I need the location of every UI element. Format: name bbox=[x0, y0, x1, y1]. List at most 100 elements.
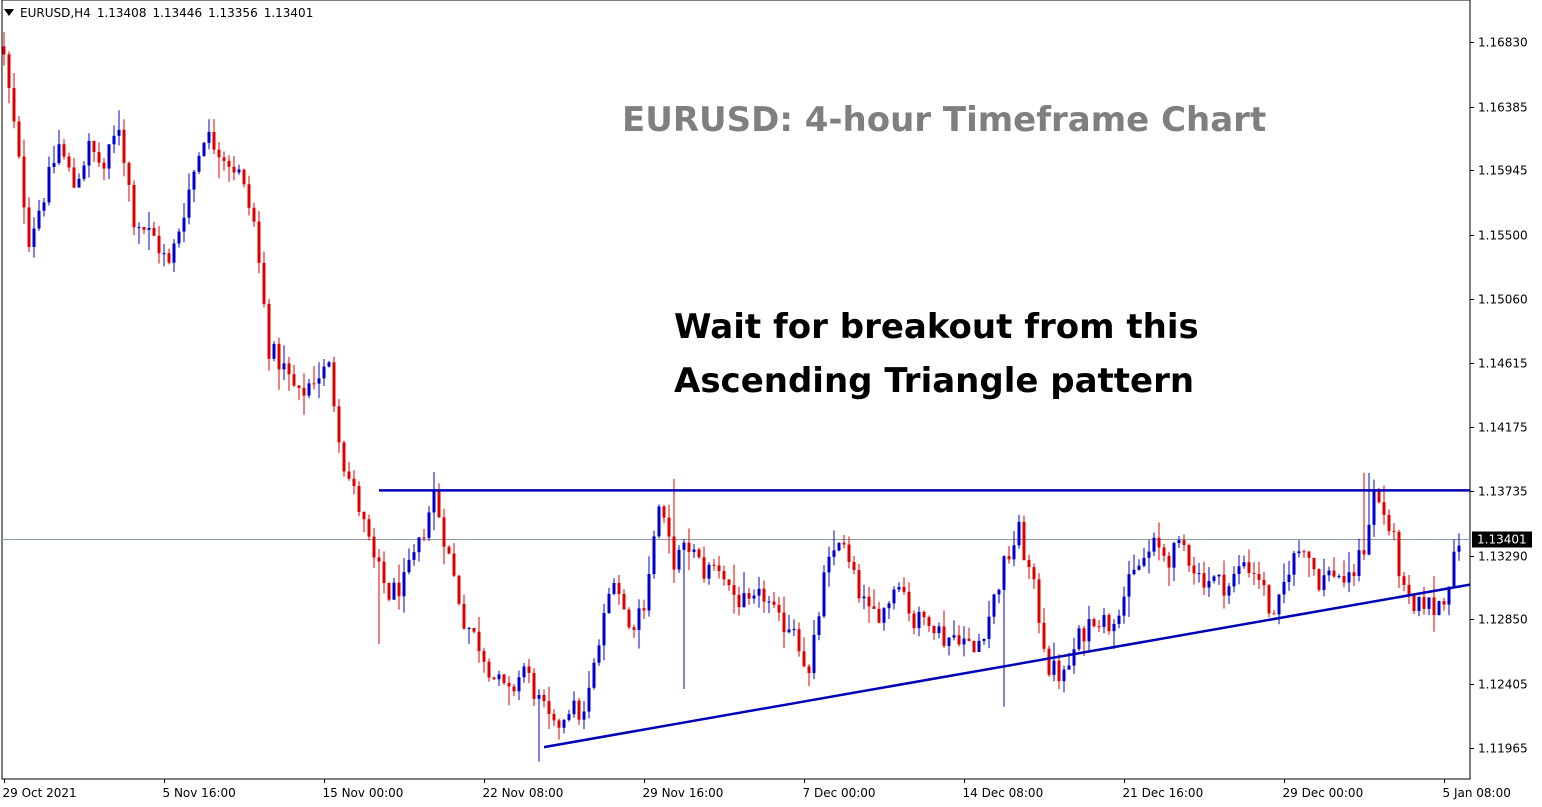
candle bbox=[452, 543, 456, 577]
candle-body bbox=[522, 666, 526, 678]
candle-body bbox=[557, 720, 561, 728]
candle-body bbox=[502, 674, 506, 683]
candle-body bbox=[77, 178, 81, 188]
candle bbox=[1182, 534, 1186, 552]
candle-body bbox=[1387, 514, 1391, 532]
candle bbox=[1092, 617, 1096, 628]
candle-body bbox=[527, 666, 531, 673]
candle-body bbox=[562, 719, 566, 728]
candle-body bbox=[442, 517, 446, 547]
dropdown-triangle-icon[interactable] bbox=[4, 9, 14, 16]
candle-body bbox=[342, 442, 346, 472]
high-price: 1.13446 bbox=[152, 6, 203, 20]
x-tick-label: 21 Dec 16:00 bbox=[1123, 786, 1204, 800]
candle-body bbox=[697, 549, 701, 558]
candle bbox=[772, 591, 776, 608]
candle-body bbox=[787, 629, 791, 633]
candle-body bbox=[2, 46, 6, 55]
candle-body bbox=[1042, 622, 1046, 649]
y-tick-label: 1.14615 bbox=[1478, 357, 1528, 371]
candle bbox=[1227, 583, 1231, 605]
candle bbox=[607, 587, 611, 614]
candle bbox=[757, 576, 761, 608]
candle-body bbox=[382, 561, 386, 583]
candle-body bbox=[47, 166, 51, 203]
candle-body bbox=[1417, 597, 1421, 612]
candle bbox=[522, 662, 526, 683]
x-tick-label: 5 Nov 16:00 bbox=[163, 786, 236, 800]
candle bbox=[1072, 637, 1076, 674]
candle bbox=[1217, 574, 1221, 585]
candle bbox=[642, 599, 646, 619]
candle bbox=[17, 116, 21, 159]
candle bbox=[917, 606, 921, 637]
candle bbox=[827, 546, 831, 587]
candle-body bbox=[742, 593, 746, 608]
candle-body bbox=[1052, 660, 1056, 675]
candle-body bbox=[597, 645, 601, 663]
candle-body bbox=[277, 343, 281, 370]
candle-body bbox=[1432, 597, 1436, 616]
candle-body bbox=[1032, 567, 1036, 580]
candle-body bbox=[1072, 649, 1076, 666]
candle bbox=[112, 125, 116, 154]
candle bbox=[857, 563, 861, 603]
candle-body bbox=[517, 677, 521, 692]
candle-body bbox=[1397, 531, 1401, 577]
y-tick-label: 1.15945 bbox=[1478, 164, 1528, 178]
candle bbox=[412, 544, 416, 566]
candle-body bbox=[1277, 594, 1281, 615]
candle-body bbox=[1262, 579, 1266, 586]
candle-body bbox=[852, 562, 856, 570]
candle-body bbox=[427, 512, 431, 538]
candles bbox=[2, 31, 1461, 762]
candle-body bbox=[132, 184, 136, 228]
candle-body bbox=[447, 546, 451, 554]
candle-body bbox=[807, 666, 811, 673]
candle-body bbox=[32, 228, 36, 247]
candle bbox=[232, 155, 236, 181]
candle-body bbox=[1067, 665, 1071, 670]
candle bbox=[217, 142, 221, 179]
candle bbox=[1207, 567, 1211, 598]
candle bbox=[292, 364, 296, 387]
candle bbox=[137, 222, 141, 244]
y-tick-label: 1.16385 bbox=[1478, 101, 1528, 115]
candle bbox=[1157, 522, 1161, 561]
candle-body bbox=[977, 640, 981, 652]
candle-body bbox=[882, 608, 886, 623]
candle bbox=[972, 640, 976, 653]
candle-body bbox=[1192, 565, 1196, 574]
candle bbox=[227, 155, 231, 182]
x-tick-label: 14 Dec 08:00 bbox=[963, 786, 1044, 800]
candle bbox=[592, 658, 596, 690]
candle bbox=[527, 658, 531, 683]
candle-body bbox=[832, 550, 836, 557]
candle bbox=[1112, 619, 1116, 650]
candle bbox=[187, 173, 191, 225]
candle bbox=[1367, 472, 1371, 556]
candle bbox=[707, 562, 711, 585]
y-tick-label: 1.16830 bbox=[1478, 36, 1528, 50]
candle bbox=[57, 129, 61, 166]
candle-body bbox=[1097, 626, 1101, 628]
candle bbox=[117, 110, 121, 146]
candle-body bbox=[1062, 669, 1066, 682]
candle bbox=[732, 564, 736, 614]
candle-body bbox=[1017, 521, 1021, 546]
candle-body bbox=[547, 701, 551, 714]
candle bbox=[202, 141, 206, 157]
candle-body bbox=[867, 596, 871, 607]
candle bbox=[177, 228, 181, 248]
candle-body bbox=[112, 135, 116, 145]
candle-body bbox=[537, 695, 541, 699]
candle-body bbox=[187, 189, 191, 218]
candle-body bbox=[22, 156, 26, 208]
candle-body bbox=[7, 54, 11, 88]
candle-body bbox=[177, 231, 181, 244]
support-line[interactable] bbox=[543, 583, 1471, 749]
candle bbox=[632, 624, 636, 638]
candle-body bbox=[472, 628, 476, 632]
candle-body bbox=[67, 156, 71, 168]
candle-body bbox=[212, 132, 216, 150]
